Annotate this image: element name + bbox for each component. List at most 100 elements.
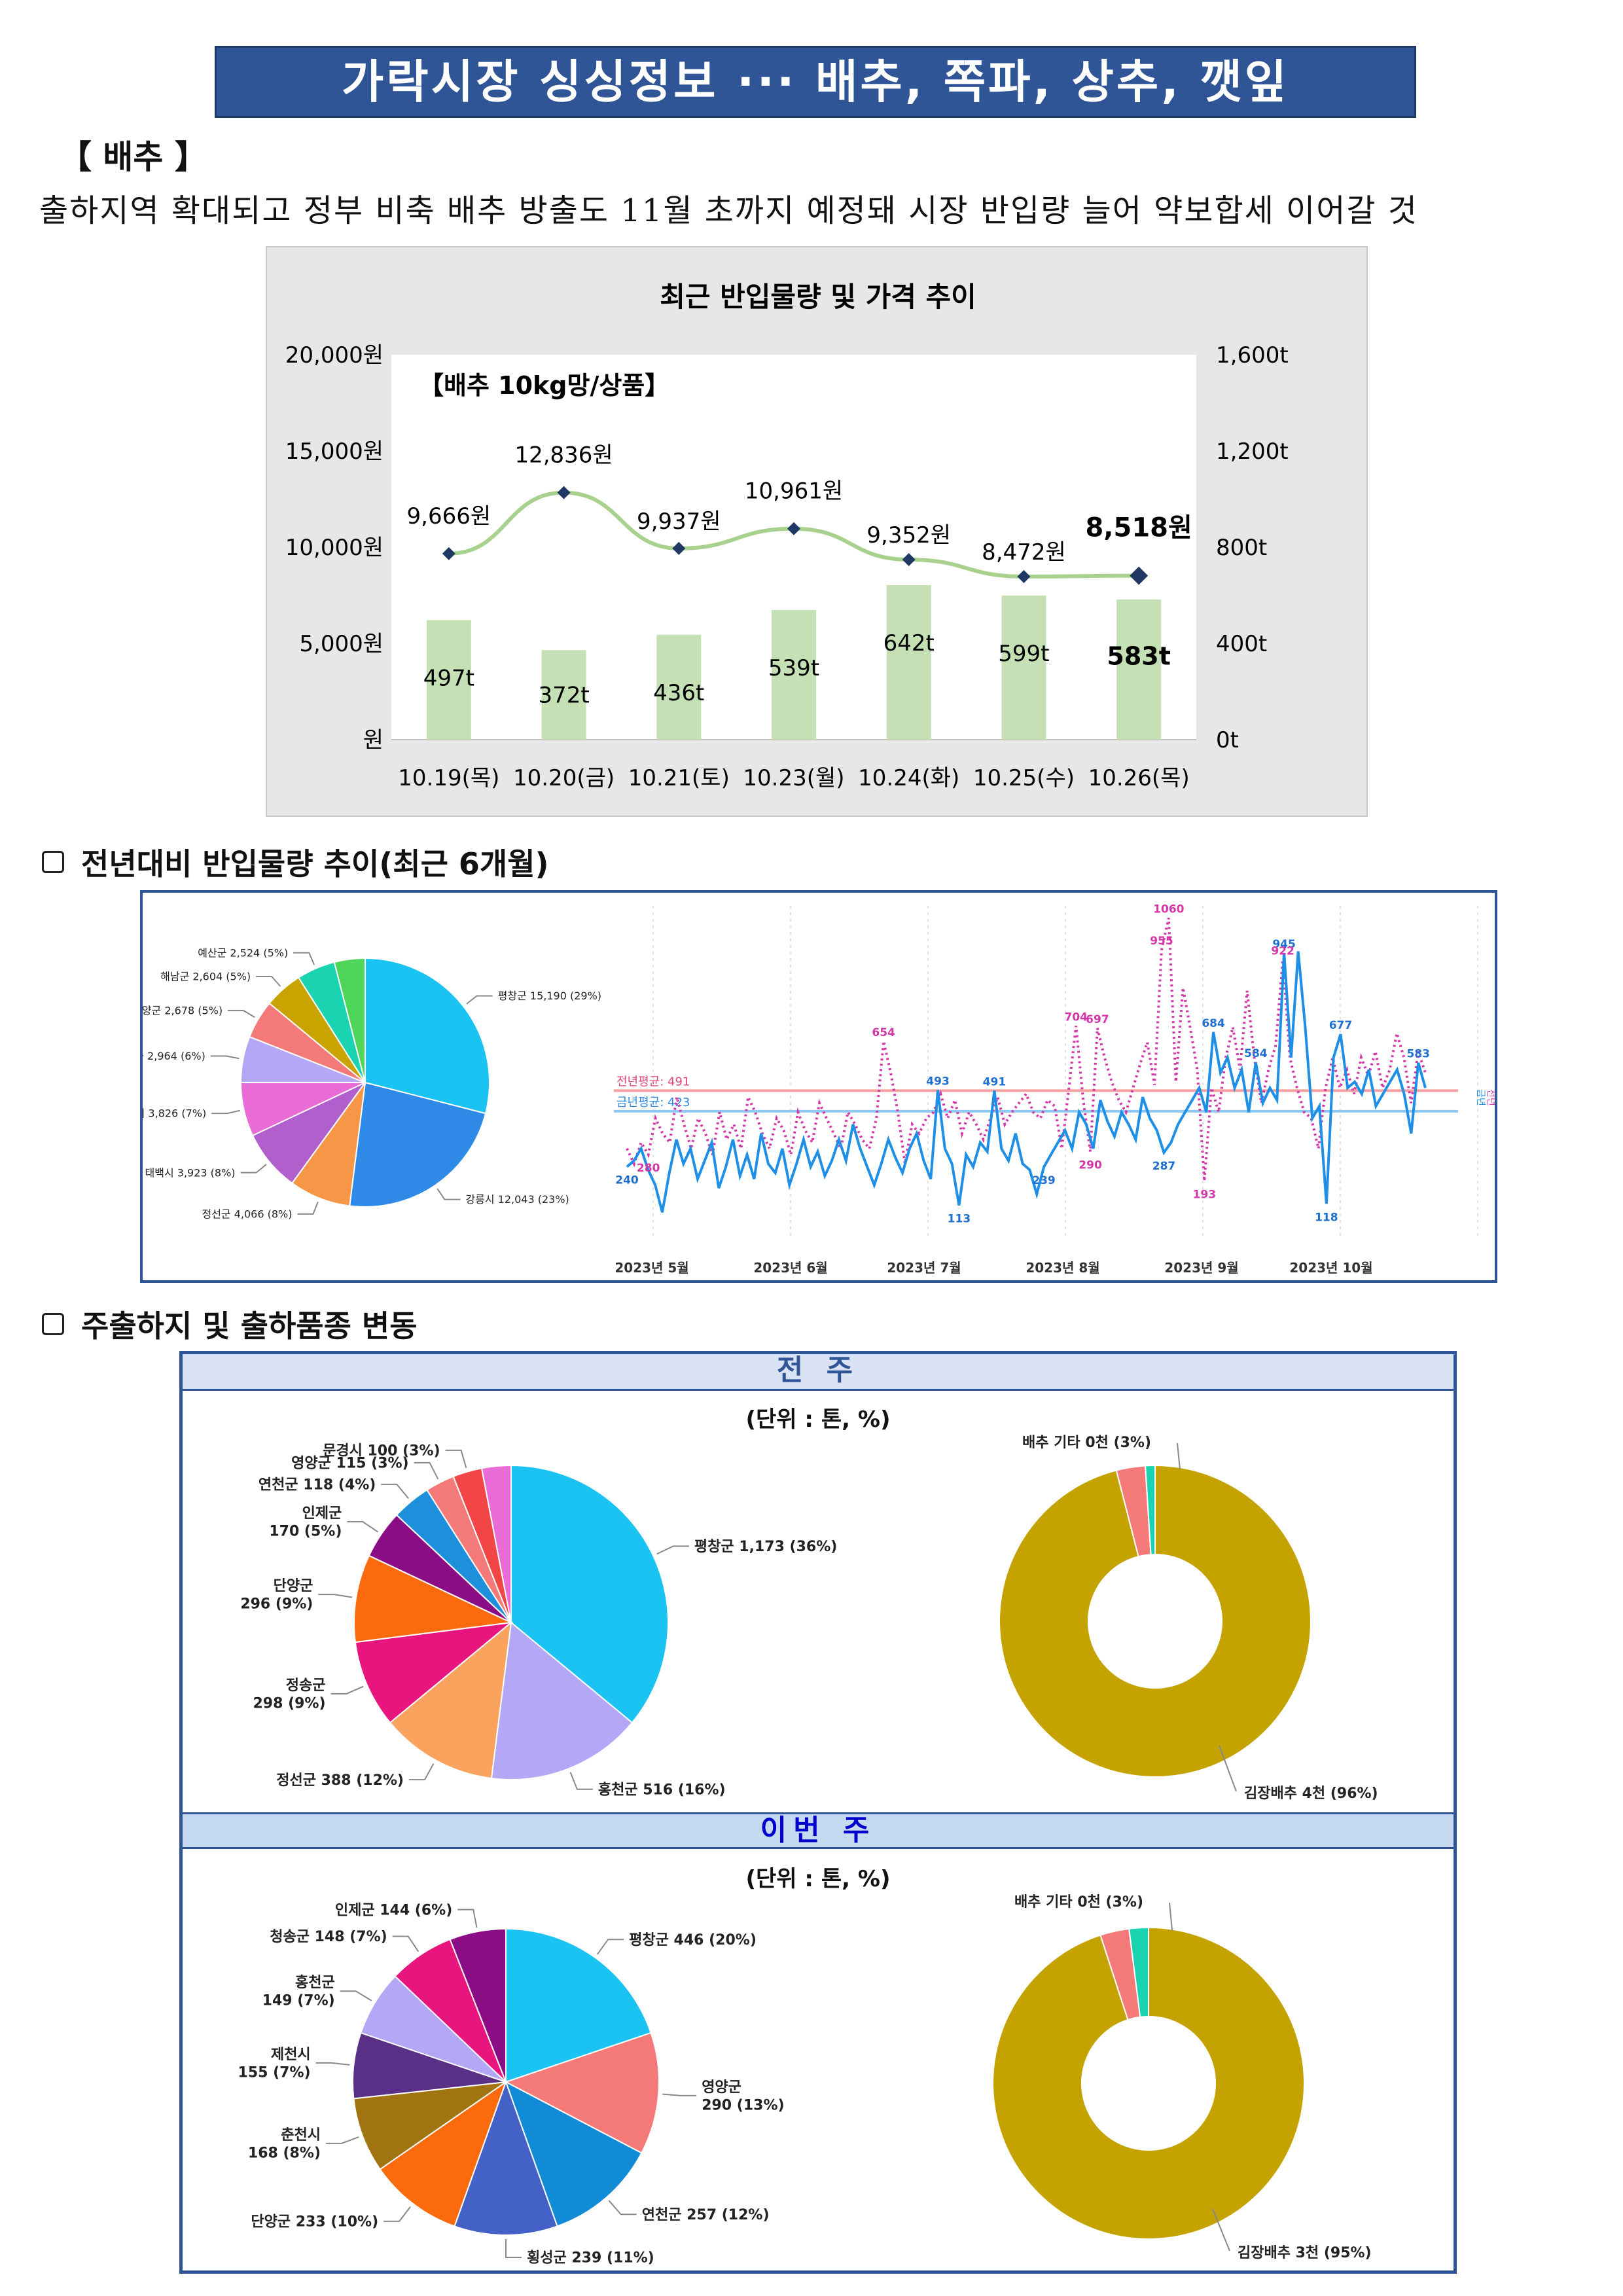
- slice-label: 영양군: [702, 2079, 741, 2096]
- six-month-svg: 평창군 15,190 (29%) 강릉시 12,043 (23%) 정선군 4,06…: [115, 903, 1496, 1276]
- point-label: 290: [1079, 1159, 1102, 1172]
- slice-label: 김장배추 3천 (95%): [1238, 2245, 1372, 2261]
- curr-year-line: [626, 951, 1427, 1213]
- point-label: 583: [1406, 1048, 1430, 1061]
- slice-label: 170 (5%): [269, 1523, 342, 1539]
- price-marker: [902, 553, 916, 567]
- point-label: 697: [1086, 1013, 1109, 1026]
- leader-line: [228, 1010, 255, 1018]
- pie-slice: [480, 1464, 512, 1623]
- leader-line: [347, 1520, 379, 1533]
- slice-label: 홍천군: [295, 1975, 335, 1991]
- category-label: 10.26(목): [1088, 765, 1190, 791]
- left-tick-label: 5,000원: [299, 631, 383, 657]
- volume-bar: [541, 650, 586, 740]
- price-label: 10,961원: [745, 478, 843, 505]
- pie-slice: [365, 957, 490, 1115]
- point-label: 491: [983, 1075, 1007, 1088]
- pie-slice: [251, 1082, 366, 1185]
- category-label: 10.23(월): [743, 765, 844, 791]
- left-tick-label: 20,000원: [285, 342, 383, 368]
- sub-heading-origins: 주출하지 및 출하품종 변동: [42, 1302, 418, 1346]
- price-marker: [1017, 569, 1031, 583]
- prev-year-line: [626, 918, 1427, 1181]
- slice-label: 연천군 118 (4%): [259, 1477, 376, 1494]
- slice-label: 춘천시: [281, 2127, 321, 2144]
- chart-title: 최근 반입물량 및 가격 추이: [660, 281, 976, 313]
- leader-line: [240, 1164, 267, 1174]
- slice-label: 배추 기타 0천 (3%): [1022, 1435, 1151, 1451]
- month-label: 2023년 5월: [615, 1260, 688, 1276]
- category-label: 10.19(목): [398, 765, 499, 791]
- slice-label: 제천시: [271, 2047, 311, 2063]
- leader-line: [445, 1449, 467, 1469]
- pie-slice: [379, 2080, 507, 2227]
- pie-slice: [333, 957, 366, 1083]
- slice-label: 배추 기타 0천 (3%): [1014, 1894, 1143, 1910]
- month-label: 2023년 7월: [887, 1260, 961, 1276]
- volume-bar: [426, 620, 471, 740]
- volume-bar: [772, 609, 816, 740]
- left-tick-label: 10,000원: [285, 535, 383, 561]
- pie-slice: [389, 1621, 512, 1780]
- slice-label: 정선군 4,066 (8%): [202, 1208, 292, 1220]
- price-marker: [672, 541, 686, 555]
- band-this-week: 이번 주: [183, 1812, 1454, 1849]
- price-label: 8,518원: [1085, 513, 1192, 543]
- slice-label: 296 (9%): [240, 1596, 313, 1613]
- price-marker: [442, 547, 455, 560]
- leader-line: [466, 995, 493, 1005]
- slice-label: 평창군 446 (20%): [629, 1932, 757, 1948]
- month-label: 2023년 10월: [1289, 1260, 1372, 1276]
- volume-label: 436t: [653, 680, 704, 706]
- slice-label: 평창군 15,190 (29%): [498, 990, 601, 1002]
- volume-bar: [1116, 599, 1162, 740]
- point-label: 287: [1152, 1160, 1176, 1173]
- point-label: 118: [1315, 1211, 1338, 1224]
- pie-slice: [449, 1928, 507, 2083]
- leader-line: [457, 1909, 478, 1928]
- point-label: 113: [948, 1213, 971, 1226]
- pie-slice: [505, 2080, 643, 2227]
- right-tick-label: 800t: [1216, 535, 1267, 561]
- leader-line: [597, 1939, 624, 1955]
- volume-label: 599t: [998, 641, 1049, 667]
- slice-label: 평창군 1,173 (36%): [694, 1539, 837, 1555]
- point-label: 240: [615, 1174, 639, 1187]
- price-marker: [557, 486, 571, 499]
- pie-slice: [291, 1082, 366, 1207]
- slice-label: 문경시 3,826 (7%): [143, 1107, 206, 1120]
- chart-inner-label: 【배추 10kg망/상품】: [419, 371, 669, 400]
- leader-line: [656, 1545, 689, 1555]
- pie-slice: [1128, 1926, 1149, 2018]
- category-label: 10.21(토): [628, 765, 730, 791]
- leader-line: [318, 1594, 353, 1598]
- slice-label: 영양군 2,678 (5%): [143, 1005, 223, 1017]
- pie-slice: [354, 1621, 514, 1724]
- slice-label: 290 (13%): [702, 2097, 784, 2113]
- point-label: 654: [872, 1026, 895, 1039]
- checkbox-icon: [42, 1313, 64, 1335]
- pie-slice: [992, 1926, 1305, 2240]
- pie-slice: [353, 2081, 507, 2170]
- slice-label: 영양군 115 (3%): [291, 1456, 408, 1472]
- volume-bar: [886, 585, 931, 740]
- price-volume-chart: 최근 반입물량 및 가격 추이 【배추 10kg망/상품】 20,000원 15,…: [266, 246, 1368, 817]
- slice-label: 횡성군 239 (11%): [527, 2250, 654, 2267]
- pie-slice: [353, 1554, 514, 1643]
- price-marker: [1130, 566, 1149, 585]
- category-label: 10.20(금): [513, 765, 615, 791]
- price-label: 9,352원: [866, 522, 951, 548]
- slice-label: 149 (7%): [262, 1993, 335, 2009]
- price-label: 12,836원: [514, 442, 613, 469]
- point-label: 677: [1329, 1019, 1352, 1032]
- price-marker: [787, 522, 800, 535]
- slice-label: 155 (7%): [238, 2064, 311, 2081]
- month-label: 2023년 9월: [1164, 1260, 1238, 1276]
- six-month-panel: 평창군 15,190 (29%) 강릉시 12,043 (23%) 정선군 4,06…: [115, 890, 1497, 1283]
- leader-line: [505, 2239, 522, 2258]
- point-label: 280: [637, 1162, 660, 1175]
- slice-label: 홍천군 516 (16%): [598, 1782, 726, 1798]
- legend-prev: 전년: [1486, 1089, 1495, 1106]
- leader-line: [293, 952, 315, 965]
